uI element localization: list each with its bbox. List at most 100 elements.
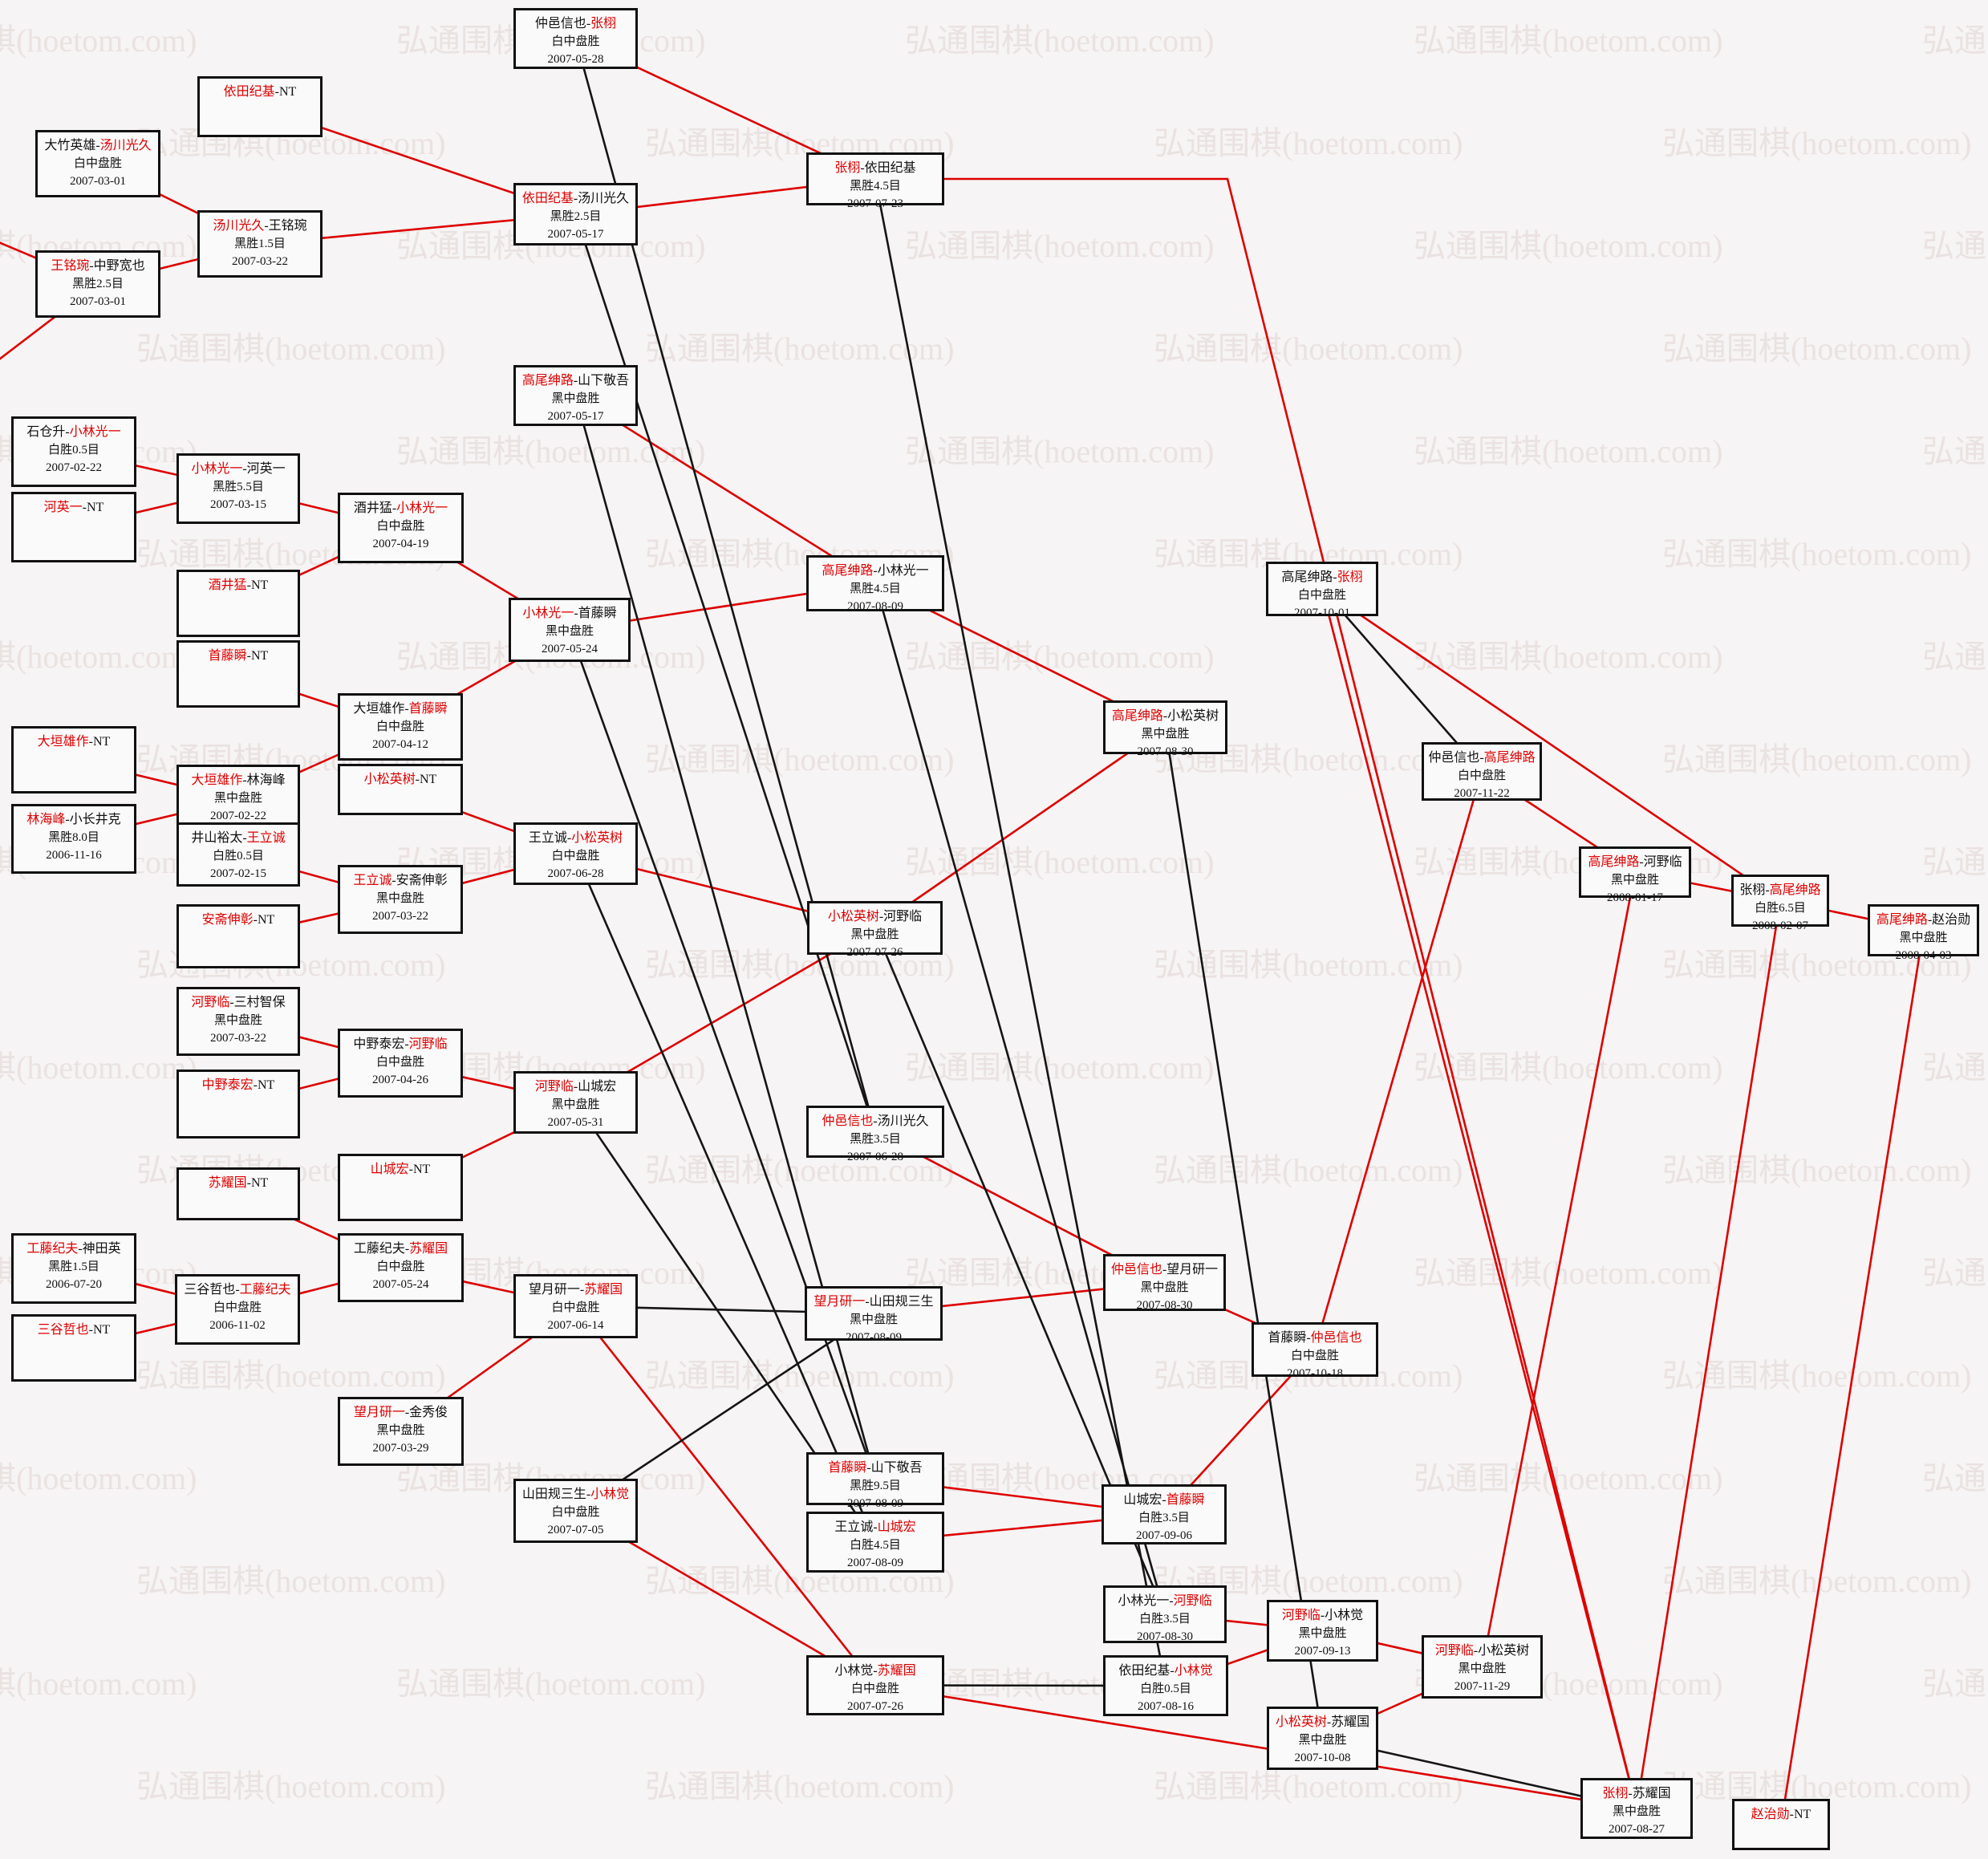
match-title: 王铭琬-中野宽也 xyxy=(51,259,145,273)
match-box-n48[interactable]: 山城宏-首藤瞬 白胜3.5目 2007-09-06 xyxy=(1102,1484,1227,1544)
match-result: 黑中盘胜 xyxy=(1140,1281,1189,1294)
match-box-n07[interactable]: 张栩-依田纪基 黑胜4.5目 2007-07-23 xyxy=(806,152,944,210)
match-box-n47[interactable]: 小林觉-苏耀国 白中盘胜 2007-07-26 xyxy=(806,1655,944,1715)
player-left: 张栩 xyxy=(834,161,861,175)
match-box-n17[interactable]: 大垣雄作-首藤瞬 白中盘胜 2007-04-12 xyxy=(338,693,463,761)
match-box-n37[interactable]: 苏耀国-NT xyxy=(176,1167,300,1220)
match-box-n12[interactable]: 酒井猛-小林光一 白中盘胜 2007-04-19 xyxy=(338,493,464,563)
match-box-n11[interactable]: 小林光一-河英一 黑胜5.5目 2007-03-15 xyxy=(176,453,300,524)
match-box-n15[interactable]: 高尾绅路-小林光一 黑胜4.5目 2007-08-09 xyxy=(806,555,944,613)
player-right: 小林光一 xyxy=(877,564,929,578)
match-box-n56[interactable]: 高尾绅路-张栩 白中盘胜 2007-10-01 xyxy=(1266,562,1378,619)
match-box-n26[interactable]: 高尾绅路-小松英树 黑中盘胜 2007-08-30 xyxy=(1103,700,1227,758)
match-date: 2007-04-19 xyxy=(372,538,429,550)
match-box-n46[interactable]: 王立诚-山城宏 白胜4.5目 2007-08-09 xyxy=(806,1512,944,1573)
player-left: 安斋伸彰 xyxy=(201,913,254,927)
match-box-n08[interactable]: 高尾绅路-山下敬吾 黑中盘胜 2007-05-17 xyxy=(513,365,638,426)
match-title: 工藤纪夫-神田英 xyxy=(26,1242,121,1256)
match-box-n45[interactable]: 首藤瞬-山下敬吾 黑胜9.5目 2007-08-09 xyxy=(806,1452,944,1510)
match-box-n09[interactable]: 石仓升-小林光一 白胜0.5目 2007-02-22 xyxy=(11,416,136,487)
match-box-n24[interactable]: 王立诚-安斋伸彰 黑中盘胜 2007-03-22 xyxy=(338,865,463,934)
match-box-n05[interactable]: 王铭琬-中野宽也 黑胜2.5目 2007-03-01 xyxy=(35,250,160,318)
match-box-n21[interactable]: 小松英树-NT xyxy=(338,764,463,815)
match-box-n50[interactable]: 依田纪基-小林觉 白胜0.5目 2007-08-16 xyxy=(1103,1655,1228,1716)
match-box-n28[interactable]: 中野泰宏-NT xyxy=(176,1070,300,1139)
player-right: 首藤瞬 xyxy=(408,702,448,716)
match-result: 黑中盘胜 xyxy=(1298,1734,1347,1747)
player-right: 望月研一 xyxy=(1166,1263,1219,1277)
match-box-n36[interactable]: 首藤瞬-仲邑信也 白中盘胜 2007-10-18 xyxy=(1252,1322,1378,1380)
match-title: 仲邑信也-望月研一 xyxy=(1110,1263,1219,1277)
match-box-n54[interactable]: 张栩-苏耀国 黑中盘胜 2007-08-27 xyxy=(1580,1778,1693,1839)
match-box-n39[interactable]: 三谷哲也-NT xyxy=(11,1314,136,1382)
match-box-n01[interactable]: 仲邑信也-张栩 白中盘胜 2007-05-28 xyxy=(513,8,638,69)
match-box-n59[interactable]: 张栩-高尾绅路 白胜6.5目 2008-02-07 xyxy=(1731,875,1829,932)
match-title: 小林光一-河野临 xyxy=(1118,1594,1212,1608)
match-box-n14[interactable]: 首藤瞬-NT xyxy=(176,640,300,708)
player-left: 河野临 xyxy=(1281,1609,1321,1622)
match-box-n43[interactable]: 望月研一-金秀俊 黑中盘胜 2007-03-29 xyxy=(338,1397,464,1466)
match-box-n44[interactable]: 山田规三生-小林觉 白中盘胜 2007-07-05 xyxy=(513,1479,638,1543)
player-left: 小松英树 xyxy=(363,773,416,786)
match-box-n57[interactable]: 仲邑信也-高尾绅路 白中盘胜 2007-11-22 xyxy=(1422,742,1542,801)
match-box-n29[interactable]: 中野泰宏-河野临 白中盘胜 2007-04-26 xyxy=(338,1029,463,1098)
player-left: 张栩 xyxy=(1739,883,1766,897)
match-box-n22[interactable]: 井山裕太-王立诚 白胜0.5目 2007-02-15 xyxy=(176,822,300,887)
match-box-n41[interactable]: 工藤纪夫-苏耀国 白中盘胜 2007-05-24 xyxy=(338,1233,464,1302)
match-result: 黑中盘胜 xyxy=(1899,932,1948,944)
match-date: 2007-06-28 xyxy=(847,1151,903,1163)
bye-label: NT xyxy=(251,578,269,592)
match-box-n49[interactable]: 小林光一-河野临 白胜3.5目 2007-08-30 xyxy=(1103,1585,1227,1643)
match-box-n58[interactable]: 高尾绅路-河野临 黑中盘胜 2008-01-17 xyxy=(1579,846,1691,904)
match-date: 2007-08-27 xyxy=(1609,1823,1665,1836)
match-date: 2007-10-18 xyxy=(1287,1367,1343,1380)
match-date: 2007-06-14 xyxy=(547,1319,604,1332)
match-box-n20[interactable]: 林海峰-小长井克 黑胜8.0目 2006-11-16 xyxy=(11,804,136,874)
match-result: 黑中盘胜 xyxy=(849,1313,898,1326)
match-result: 白胜4.5目 xyxy=(850,1539,901,1552)
match-box-n52[interactable]: 小松英树-苏耀国 黑中盘胜 2007-10-08 xyxy=(1267,1707,1378,1770)
match-box-n06[interactable]: 依田纪基-汤川光久 黑胜2.5目 2007-05-17 xyxy=(513,183,638,246)
winner-path-line xyxy=(574,1305,877,1686)
match-box-n35[interactable]: 仲邑信也-望月研一 黑中盘胜 2007-08-30 xyxy=(1103,1254,1226,1312)
match-date: 2007-03-22 xyxy=(232,255,288,268)
match-box-n03[interactable]: 大竹英雄-汤川光久 白中盘胜 2007-03-01 xyxy=(35,130,160,197)
match-box-n30[interactable]: 山城宏-NT xyxy=(338,1154,463,1221)
match-result: 黑中盘胜 xyxy=(213,1014,262,1027)
player-left: 小松英树 xyxy=(1275,1715,1327,1729)
match-date: 2007-09-06 xyxy=(1136,1529,1192,1542)
match-box-n25[interactable]: 王立诚-小松英树 白中盘胜 2007-06-28 xyxy=(513,822,638,885)
player-right: 苏耀国 xyxy=(1331,1715,1370,1729)
match-title: 仲邑信也-高尾绅路 xyxy=(1428,751,1536,765)
match-title: 安斋伸彰-NT xyxy=(201,913,275,927)
match-result: 黑胜2.5目 xyxy=(72,278,124,290)
match-title: 酒井猛-小林光一 xyxy=(353,501,448,515)
match-box-n10[interactable]: 河英一-NT xyxy=(11,492,136,562)
player-left: 三谷哲也 xyxy=(37,1323,89,1337)
match-box-n53[interactable]: 河野临-小松英树 黑中盘胜 2007-11-29 xyxy=(1422,1635,1543,1699)
match-box-n02[interactable]: 依田纪基-NT xyxy=(197,76,323,137)
match-date: 2007-11-22 xyxy=(1454,787,1510,800)
match-date: 2007-07-26 xyxy=(847,1700,903,1713)
match-box-n04[interactable]: 汤川光久-王铭琬 黑胜1.5目 2007-03-22 xyxy=(197,210,323,278)
match-box-n18[interactable]: 大垣雄作-NT xyxy=(11,726,136,794)
match-box-n31[interactable]: 河野临-山城宏 黑中盘胜 2007-05-31 xyxy=(513,1071,638,1134)
match-box-n51[interactable]: 河野临-小林觉 黑中盘胜 2007-09-13 xyxy=(1267,1600,1378,1662)
match-box-n33[interactable]: 仲邑信也-汤川光久 黑胜3.5目 2007-06-28 xyxy=(806,1106,944,1163)
match-box-n32[interactable]: 小松英树-河野临 黑中盘胜 2007-07-26 xyxy=(807,901,943,959)
match-box-n40[interactable]: 三谷哲也-工藤纪夫 白中盘胜 2006-11-02 xyxy=(175,1274,300,1345)
match-box-n34[interactable]: 望月研一-山田规三生 黑中盘胜 2007-08-09 xyxy=(805,1286,943,1344)
match-box-n60[interactable]: 高尾绅路-赵治勋 黑中盘胜 2008-04-03 xyxy=(1868,904,1979,962)
match-box-n55[interactable]: 赵治勋-NT xyxy=(1732,1799,1830,1850)
match-result: 黑胜4.5目 xyxy=(850,582,901,595)
match-box-n38[interactable]: 工藤纪夫-神田英 黑胜1.5目 2006-07-20 xyxy=(11,1233,136,1304)
player-left: 河野临 xyxy=(191,996,230,1009)
match-box-n27[interactable]: 河野临-三村智保 黑中盘胜 2007-03-22 xyxy=(176,987,300,1056)
player-right: 小林光一 xyxy=(396,501,448,515)
match-box-n42[interactable]: 望月研一-苏耀国 白中盘胜 2007-06-14 xyxy=(513,1274,638,1338)
match-box-n13[interactable]: 酒井猛-NT xyxy=(176,570,300,637)
match-box-n16[interactable]: 小林光一-首藤瞬 黑中盘胜 2007-05-24 xyxy=(509,598,631,662)
match-box-n23[interactable]: 安斋伸彰-NT xyxy=(176,904,300,968)
match-result: 黑胜3.5目 xyxy=(850,1133,901,1146)
bye-label: NT xyxy=(279,85,297,99)
